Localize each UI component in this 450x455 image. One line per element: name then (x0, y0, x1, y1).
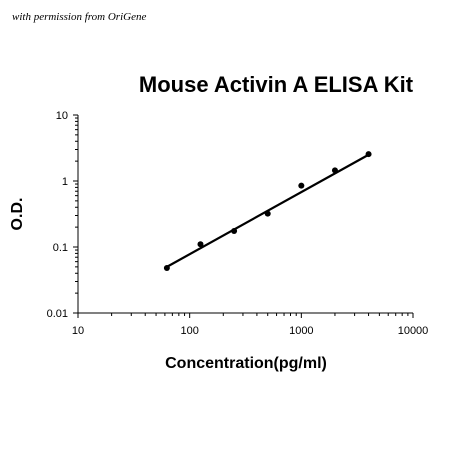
data-point (298, 182, 305, 189)
credit-text: with permission from OriGene (12, 11, 146, 23)
data-point (264, 210, 271, 217)
x-tick-label: 100 (180, 325, 198, 337)
data-point (163, 265, 170, 272)
data-points (163, 151, 372, 272)
y-tick-label: 1 (62, 176, 68, 188)
x-tick-label: 10000 (398, 325, 429, 337)
x-tick-label: 10 (72, 325, 84, 337)
x-axis-label: Concentration(pg/ml) (165, 355, 327, 372)
y-tick-label: 10 (56, 110, 68, 122)
tick-labels: 10 100 1000 10000 10 1 0.1 0.01 (47, 110, 429, 337)
y-axis-label: O.D. (9, 198, 26, 231)
data-point (197, 241, 204, 248)
data-point (231, 227, 238, 234)
chart-title: Mouse Activin A ELISA Kit (139, 72, 414, 97)
data-point (331, 167, 338, 174)
data-point (365, 151, 372, 158)
y-tick-label: 0.1 (53, 242, 68, 254)
y-tick-label: 0.01 (47, 308, 68, 320)
tick-marks (73, 114, 414, 318)
axes (77, 115, 413, 314)
x-tick-label: 1000 (289, 325, 313, 337)
